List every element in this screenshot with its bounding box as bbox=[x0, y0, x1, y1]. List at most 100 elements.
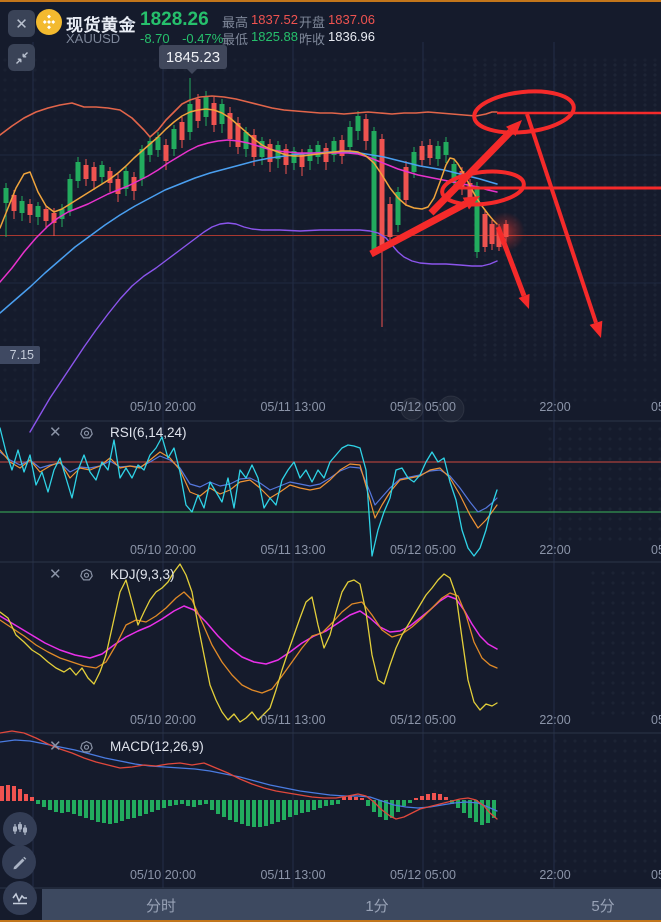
macd-hist-bar bbox=[18, 789, 22, 801]
annotation-arrow-shaft bbox=[495, 226, 527, 297]
annotation-arrow-shaft bbox=[369, 200, 468, 258]
candle-body bbox=[403, 167, 409, 200]
macd-hist-bar bbox=[312, 800, 316, 810]
macd-hist-bar bbox=[30, 797, 34, 801]
candle-body bbox=[27, 204, 33, 215]
macd-hist-bar bbox=[120, 800, 124, 821]
ma-mid-line bbox=[0, 139, 498, 283]
gold-coin-icon bbox=[36, 9, 62, 35]
macd-hist-bar bbox=[414, 798, 418, 800]
macd-hist-bar bbox=[480, 800, 484, 825]
pane-close-button[interactable]: ✕ bbox=[49, 424, 62, 441]
macd-hist-bar bbox=[318, 800, 322, 808]
candle-body bbox=[51, 213, 57, 223]
candle-body bbox=[43, 209, 49, 221]
macd-hist-bar bbox=[258, 800, 262, 827]
candle-body bbox=[115, 179, 121, 194]
chevron-down-icon[interactable]: ▼ bbox=[126, 18, 135, 28]
candle-body bbox=[219, 104, 225, 124]
candle-body bbox=[427, 145, 433, 158]
candle-body bbox=[435, 146, 441, 159]
watermark-circle bbox=[437, 395, 465, 423]
collapse-chart-button[interactable] bbox=[8, 44, 35, 71]
pencil-icon bbox=[13, 856, 27, 870]
x-axis-label: 05/10 20:00 bbox=[129, 713, 197, 727]
kdj-j-line bbox=[0, 563, 498, 723]
candle-body bbox=[19, 201, 25, 213]
pane-close-button[interactable]: ✕ bbox=[49, 566, 62, 583]
timeframe-tab-fenshi[interactable]: 分时 bbox=[145, 898, 177, 915]
candle-body bbox=[211, 103, 217, 125]
candle-body bbox=[363, 119, 369, 141]
macd-hist-bar bbox=[186, 800, 190, 806]
indicator-wave-icon bbox=[12, 892, 27, 905]
macd-hist-bar bbox=[156, 800, 160, 810]
pane-close-button[interactable]: ✕ bbox=[49, 738, 62, 755]
macd-hist-bar bbox=[468, 800, 472, 818]
instrument-symbol: XAUUSD bbox=[66, 31, 121, 46]
candle-body bbox=[107, 171, 113, 183]
top-border-line bbox=[0, 0, 661, 2]
candle-body bbox=[131, 177, 137, 191]
candle-body bbox=[339, 140, 345, 156]
candle-body bbox=[419, 146, 425, 160]
candle-body bbox=[179, 122, 185, 140]
macd-hist-bar bbox=[48, 800, 52, 810]
watermark-circle bbox=[400, 397, 424, 421]
candle-body bbox=[267, 144, 273, 162]
x-axis-label: 05/10 20:00 bbox=[129, 543, 197, 557]
gear-icon[interactable] bbox=[79, 568, 94, 588]
candle-body bbox=[315, 145, 321, 157]
gear-icon[interactable] bbox=[79, 740, 94, 760]
macd-hist-bar bbox=[264, 800, 268, 826]
candle-body bbox=[123, 171, 129, 189]
indicator-button[interactable] bbox=[3, 881, 37, 915]
timeframe-tab-1min[interactable]: 1分 bbox=[365, 898, 389, 915]
candle-body bbox=[299, 153, 305, 167]
timeframe-tab-5min[interactable]: 5分 bbox=[591, 898, 615, 915]
macd-hist-bar bbox=[426, 794, 430, 800]
macd-hist-bar bbox=[408, 800, 412, 803]
chart-type-button[interactable] bbox=[3, 812, 37, 846]
macd-hist-bar bbox=[342, 797, 346, 800]
macd-hist-bar bbox=[84, 800, 88, 818]
macd-hist-bar bbox=[432, 793, 436, 800]
candle-body bbox=[482, 214, 488, 247]
macd-hist-bar bbox=[300, 800, 304, 813]
annotation-arrow-head bbox=[462, 196, 480, 210]
macd-hist-bar bbox=[360, 798, 364, 800]
macd-hist-bar bbox=[132, 800, 136, 818]
gear-icon[interactable] bbox=[79, 426, 94, 446]
candle-body bbox=[347, 127, 353, 147]
macd-hist-bar bbox=[204, 800, 208, 804]
candle-body bbox=[227, 113, 233, 139]
close-chart-button[interactable]: ✕ bbox=[8, 10, 35, 37]
candle-body bbox=[443, 142, 449, 155]
lower-band-line bbox=[29, 222, 498, 433]
candle-body bbox=[67, 179, 73, 211]
macd-hist-bar bbox=[0, 786, 4, 801]
candle-body bbox=[91, 167, 97, 181]
x-axis-label: 05 bbox=[651, 543, 661, 557]
macd-hist-bar bbox=[168, 800, 172, 806]
macd-hist-bar bbox=[24, 794, 28, 801]
last-price-glow bbox=[485, 212, 525, 252]
candle-body bbox=[187, 104, 193, 132]
macd-hist-bar bbox=[252, 800, 256, 827]
x-axis-label: 05/12 05:00 bbox=[389, 543, 457, 557]
candle-body bbox=[371, 131, 377, 250]
timeframe-bar: 分时 1分 5分 bbox=[42, 889, 661, 920]
pane-label: MACD(12,26,9) bbox=[110, 739, 204, 754]
draw-tool-button[interactable] bbox=[2, 845, 36, 879]
macd-hist-bar bbox=[36, 800, 40, 804]
candle-body bbox=[387, 204, 393, 237]
macd-hist-bar bbox=[240, 800, 244, 824]
macd-hist-bar bbox=[174, 800, 178, 805]
macd-hist-bar bbox=[270, 800, 274, 824]
macd-hist-bar bbox=[102, 800, 106, 823]
macd-hist-bar bbox=[198, 800, 202, 805]
macd-hist-bar bbox=[372, 800, 376, 812]
instrument-title[interactable]: 现货黄金 bbox=[66, 16, 136, 35]
x-axis-label: 05/11 13:00 bbox=[260, 713, 326, 727]
